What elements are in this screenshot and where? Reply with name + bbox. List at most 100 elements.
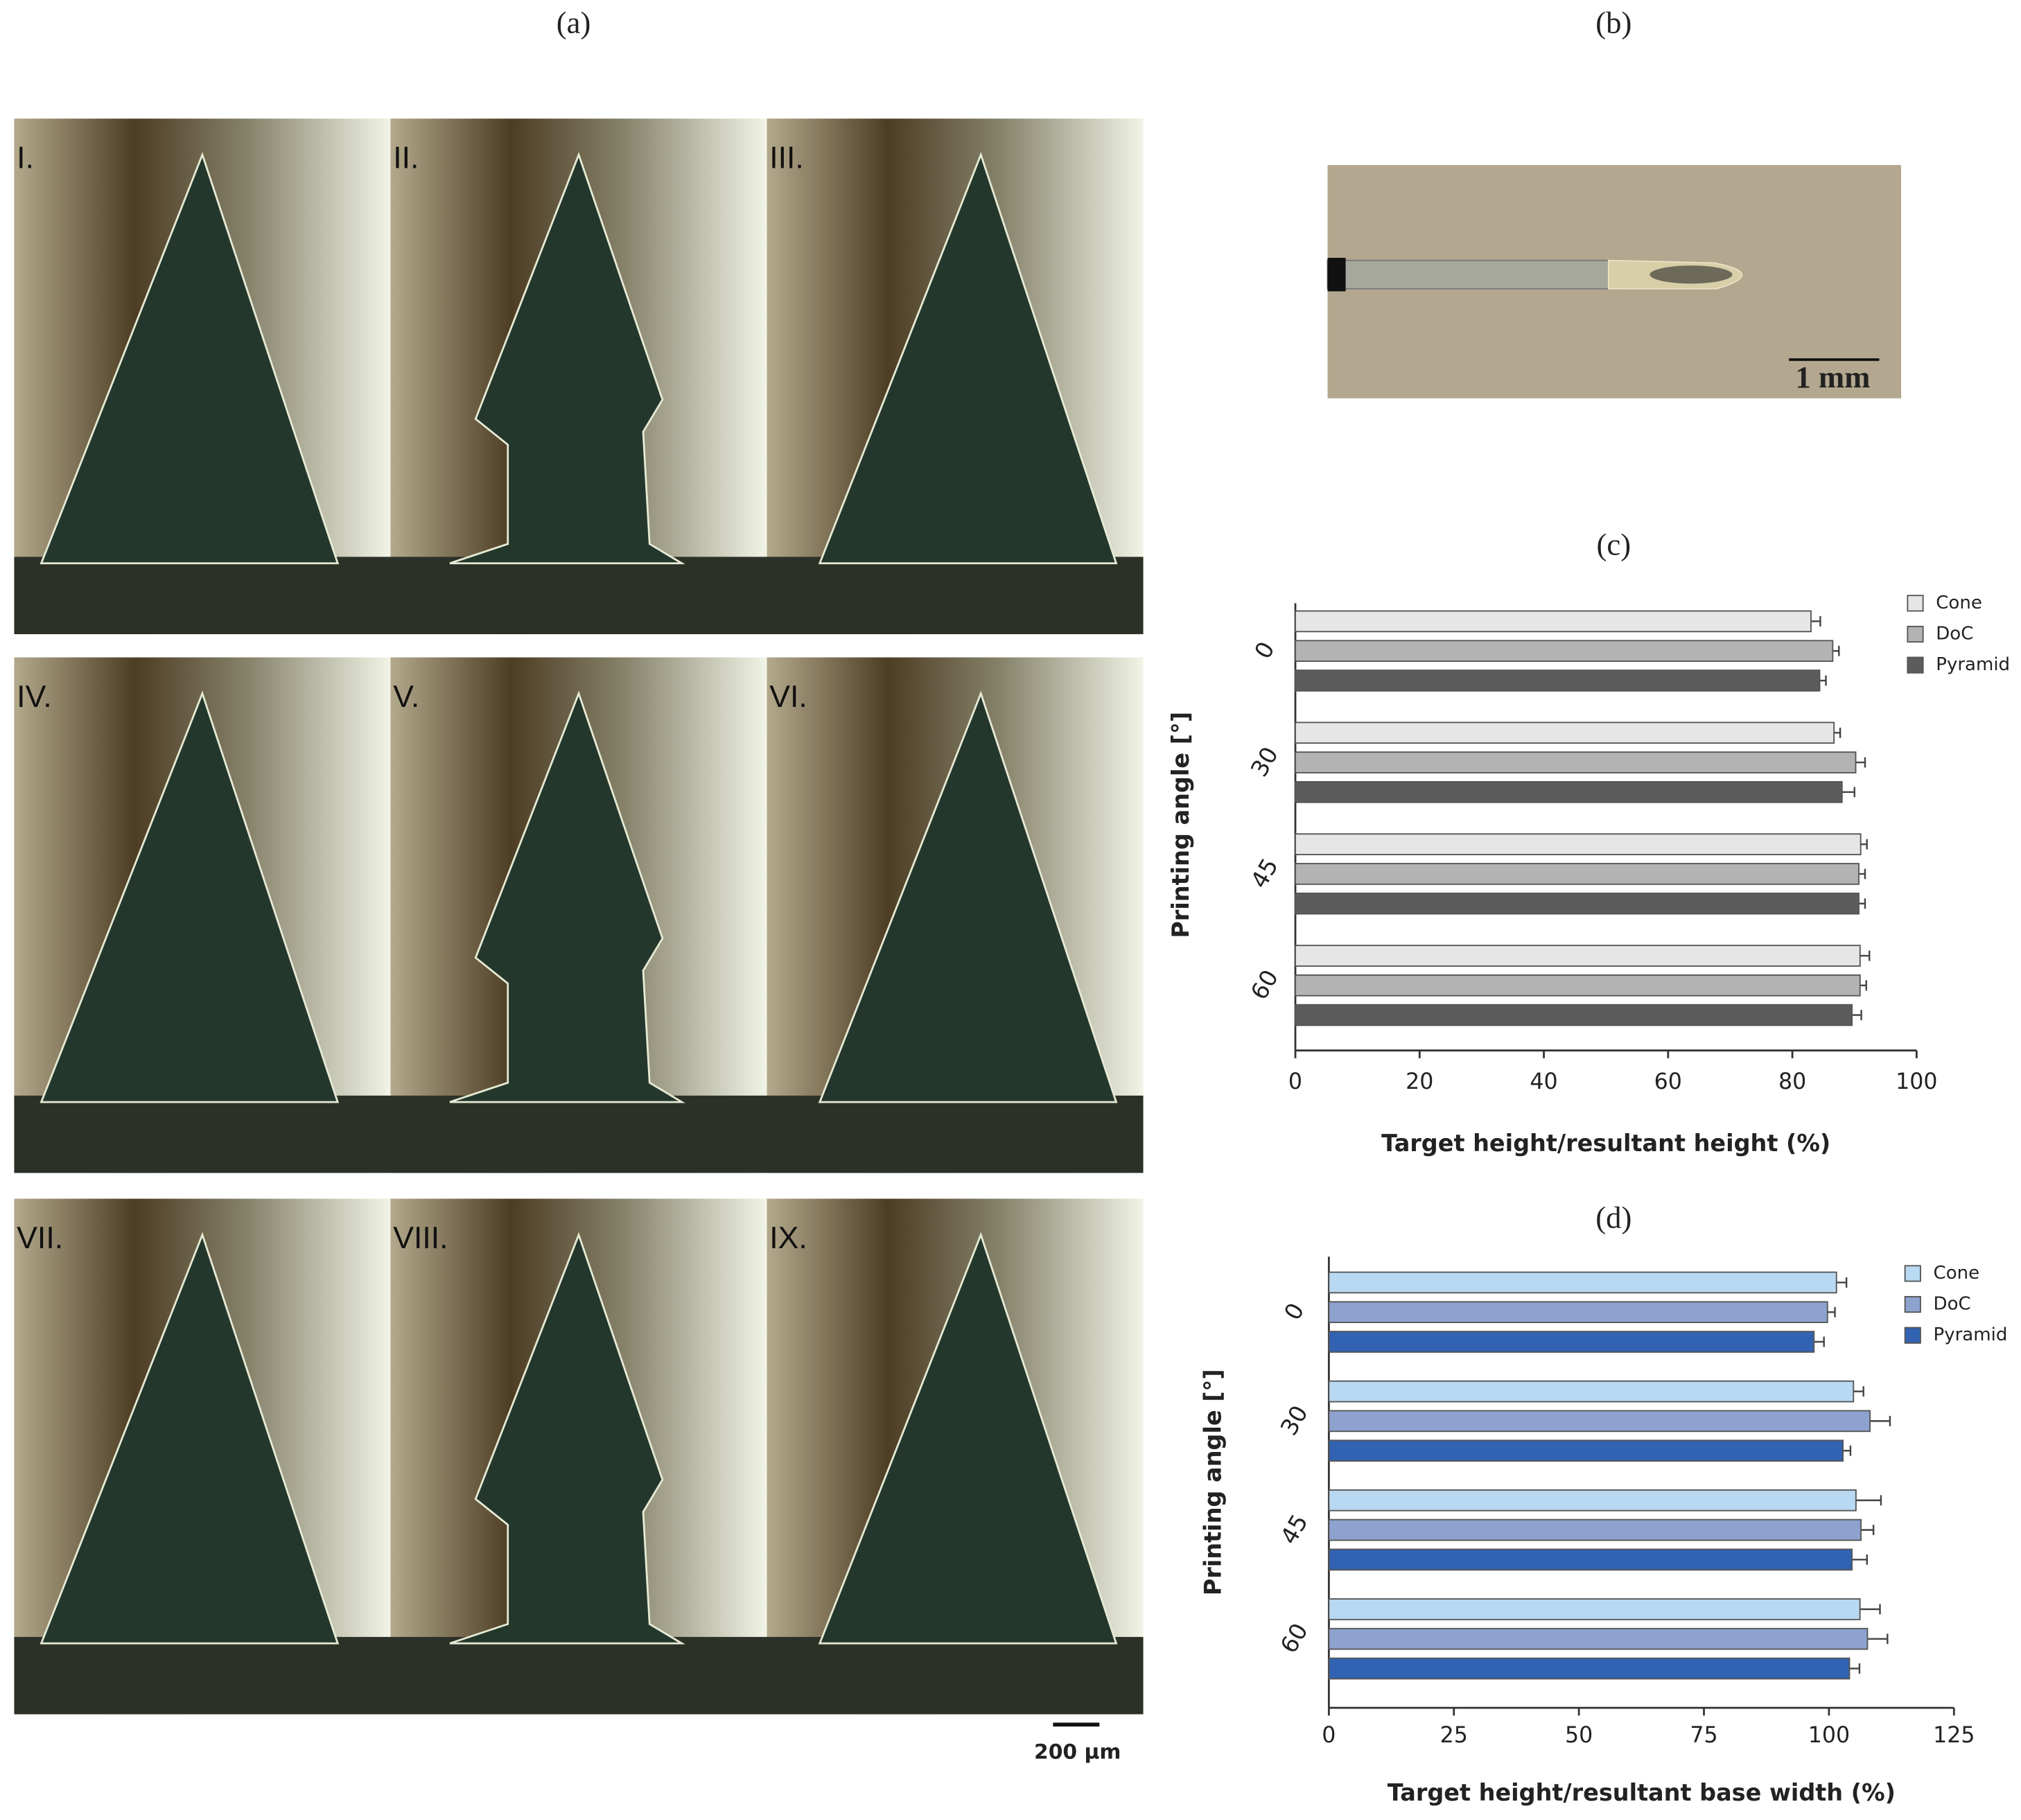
x-axis-title: Target height/resultant height (%): [1381, 1130, 1830, 1157]
photo-label: VII.: [17, 1221, 63, 1255]
bar: [1328, 1657, 1851, 1680]
bar: [1295, 640, 1834, 663]
bar: [1328, 1548, 1853, 1571]
photo-label: IV.: [17, 680, 51, 714]
legend-swatch: [1904, 1327, 1921, 1344]
legend-swatch: [1907, 595, 1924, 612]
x-axis-title: Target height/resultant base width (%): [1388, 1779, 1896, 1806]
x-tick-label: 40: [1530, 1069, 1557, 1094]
needle-base: [1327, 257, 1346, 292]
microneedle: [818, 690, 1118, 1103]
y-tick-label: 60: [1275, 1618, 1313, 1657]
photo-floor: [767, 1636, 1144, 1715]
microneedle: [40, 1232, 340, 1645]
x-tick-label: 25: [1440, 1723, 1468, 1748]
photo-label: I.: [17, 141, 34, 175]
bar: [1295, 863, 1860, 885]
photo-floor: [390, 557, 767, 635]
needle-bevel: [1650, 265, 1733, 284]
x-tick-label: 80: [1778, 1069, 1806, 1094]
legend-swatch: [1904, 1295, 1921, 1313]
scale-bar-label: 200 µm: [1034, 1740, 1121, 1765]
photo-floor: [767, 557, 1144, 635]
y-tick-label: 30: [1275, 1401, 1313, 1440]
bar: [1328, 1627, 1869, 1650]
needle-shaft: [1327, 259, 1618, 290]
panel-label: (d): [1595, 1200, 1631, 1234]
needle-photo: 1 mm: [1327, 165, 1902, 399]
bar: [1328, 1271, 1837, 1294]
microneedle: [818, 1232, 1118, 1645]
bar: [1295, 610, 1812, 633]
bar: [1328, 1440, 1844, 1462]
microneedle: [40, 152, 340, 565]
legend-swatch: [1907, 656, 1924, 674]
photo-label: V.: [393, 680, 419, 714]
bar: [1295, 945, 1861, 967]
legend-swatch: [1907, 625, 1924, 643]
photo-label: VI.: [769, 680, 807, 714]
microneedle: [449, 152, 685, 565]
legend-label: Pyramid: [1934, 1324, 2008, 1345]
scale-bar-label: 1 mm: [1796, 360, 1871, 394]
photo-floor: [767, 1095, 1144, 1173]
bar: [1295, 1004, 1853, 1026]
x-tick-label: 100: [1808, 1723, 1850, 1748]
x-tick-label: 75: [1690, 1723, 1717, 1748]
panel-label: (b): [1595, 6, 1631, 40]
x-tick-label: 0: [1288, 1069, 1302, 1094]
y-tick-label: 45: [1275, 1510, 1313, 1548]
photo-label: II.: [393, 141, 419, 175]
x-tick-label: 125: [1933, 1723, 1975, 1748]
photo-floor: [14, 557, 391, 635]
x-tick-label: 0: [1322, 1723, 1336, 1748]
photo-label: III.: [769, 141, 804, 175]
photo-grid: I. II. III. IV. V. VI. VII. VIII. IX.: [14, 119, 1144, 1715]
bar: [1328, 1519, 1862, 1541]
microneedle: [449, 690, 685, 1103]
legend-label: Pyramid: [1936, 654, 2010, 675]
photo-floor: [390, 1095, 767, 1173]
bar: [1328, 1301, 1828, 1324]
y-axis-title: Printing angle [°]: [1167, 712, 1194, 938]
x-tick-label: 60: [1654, 1069, 1682, 1094]
legend-label: DoC: [1934, 1294, 1971, 1315]
photo-floor: [14, 1095, 391, 1173]
bar: [1328, 1489, 1857, 1512]
photo-floor: [14, 1636, 391, 1715]
bar: [1328, 1410, 1871, 1433]
microneedle: [818, 152, 1118, 565]
bar: [1295, 721, 1835, 744]
photo-label: VIII.: [393, 1221, 448, 1255]
bar: [1295, 781, 1843, 803]
y-tick-label: 45: [1245, 854, 1284, 893]
bar: [1295, 974, 1861, 997]
bar: [1328, 1331, 1815, 1353]
photo-label: IX.: [769, 1221, 807, 1255]
panel-label: (c): [1597, 527, 1631, 562]
y-axis-title: Printing angle [°]: [1199, 1369, 1226, 1595]
bar: [1295, 751, 1857, 773]
microneedle: [449, 1232, 685, 1645]
microneedle: [40, 690, 340, 1103]
bar: [1295, 670, 1821, 692]
x-tick-label: 100: [1896, 1069, 1937, 1094]
x-tick-label: 50: [1565, 1723, 1593, 1748]
bar: [1328, 1598, 1861, 1620]
legend-swatch: [1904, 1265, 1921, 1282]
bar: [1328, 1380, 1855, 1403]
bar: [1295, 892, 1860, 915]
bar: [1295, 833, 1862, 855]
y-tick-label: 30: [1245, 742, 1284, 781]
x-tick-label: 20: [1406, 1069, 1433, 1094]
legend-label: Cone: [1936, 593, 1982, 613]
panel-label: (a): [557, 6, 591, 40]
y-tick-label: 0: [1249, 637, 1279, 663]
y-tick-label: 0: [1279, 1298, 1309, 1324]
legend-label: DoC: [1936, 624, 1973, 645]
legend-label: Cone: [1934, 1263, 1980, 1284]
y-tick-label: 60: [1245, 965, 1284, 1004]
photo-floor: [390, 1636, 767, 1715]
